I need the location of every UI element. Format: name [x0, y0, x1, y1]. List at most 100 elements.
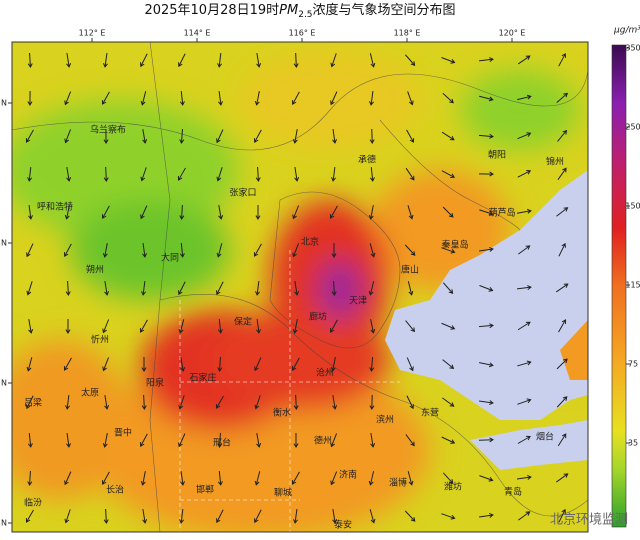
wind-arrow — [292, 319, 298, 334]
title-rest: 浓度与气象场空间分布图 — [313, 2, 456, 18]
wind-arrow — [517, 132, 532, 140]
city-label: 唐山 — [401, 264, 419, 276]
wind-arrow — [331, 242, 337, 258]
lat-tick-label: N — [1, 239, 7, 248]
colorbar-tick-label: 35 — [628, 439, 638, 448]
wind-arrow — [218, 90, 223, 106]
wind-arrow — [517, 321, 531, 331]
wind-arrow — [27, 52, 33, 68]
city-label: 天津 — [349, 296, 367, 307]
wind-arrow — [557, 433, 567, 447]
city-label: 东营 — [421, 407, 439, 419]
lat-tick-label: N — [1, 519, 7, 528]
city-label: 保定 — [234, 316, 252, 328]
wind-arrow — [479, 285, 494, 292]
wind-arrow — [442, 206, 454, 218]
wind-arrow — [215, 395, 224, 409]
wind-arrow — [479, 512, 494, 518]
wind-arrow — [329, 319, 338, 334]
city-label: 朔州 — [86, 264, 104, 276]
wind-arrow — [217, 470, 223, 486]
wind-arrow — [556, 207, 569, 217]
lat-tick-label: N — [1, 99, 7, 108]
colorbar-tick-label: 150 — [625, 202, 640, 211]
wind-arrow — [217, 52, 223, 68]
wind-arrow — [478, 171, 494, 177]
wind-arrow — [64, 471, 72, 486]
wind-arrow — [478, 133, 494, 139]
colorbar-tick-label: 115 — [625, 281, 640, 290]
city-label: 邢台 — [213, 437, 231, 449]
wind-arrow — [441, 436, 456, 444]
wind-arrow — [442, 282, 454, 294]
wind-arrow — [291, 91, 300, 105]
wind-arrow — [478, 57, 494, 63]
wind-arrow — [331, 280, 337, 296]
wind-arrow — [178, 281, 186, 296]
wind-arrow — [140, 53, 148, 68]
wind-arrow — [517, 208, 532, 214]
city-label: 太原 — [81, 387, 99, 399]
wind-arrow — [404, 510, 416, 522]
wind-arrow — [254, 395, 261, 410]
wind-arrow — [254, 91, 260, 106]
city-label: 北京 — [301, 236, 319, 248]
sea — [470, 420, 588, 470]
wind-arrow — [255, 166, 261, 182]
wind-arrow — [294, 281, 300, 296]
wind-arrow — [294, 167, 300, 182]
wind-arrow — [216, 129, 224, 144]
wind-arrow — [140, 471, 146, 486]
city-label: 承德 — [358, 154, 376, 166]
wind-arrow — [517, 398, 532, 405]
city-label: 晋中 — [114, 427, 132, 439]
wind-arrow — [293, 394, 299, 410]
wind-arrow — [407, 91, 414, 106]
wind-arrow — [479, 209, 494, 216]
wind-arrow — [140, 205, 148, 220]
wind-arrow — [369, 128, 375, 144]
city-label: 长治 — [106, 484, 124, 496]
wind-arrow — [25, 509, 34, 523]
title-subscript: 2.5 — [298, 10, 312, 20]
wind-arrow — [405, 167, 415, 181]
lon-tick-label: 120° E — [499, 29, 526, 38]
wind-arrow — [179, 204, 185, 220]
wind-arrow — [331, 166, 336, 182]
wind-arrow — [518, 245, 531, 255]
wind-arrow — [479, 95, 494, 102]
lat-tick-label: N — [1, 379, 7, 388]
wind-arrow — [329, 205, 338, 219]
wind-arrow — [63, 357, 72, 371]
wind-arrow — [254, 471, 261, 486]
wind-arrow — [441, 322, 456, 330]
map-frame — [11, 41, 589, 533]
wind-arrow — [180, 470, 185, 486]
city-label: 济南 — [339, 469, 357, 481]
city-label: 张家口 — [229, 187, 256, 199]
wind-arrow — [442, 92, 454, 104]
wind-arrow — [28, 204, 33, 220]
wind-arrow — [407, 281, 414, 296]
wind-arrow — [293, 432, 299, 448]
wind-arrow — [369, 90, 374, 106]
wind-arrow — [518, 511, 531, 521]
wind-arrow — [517, 94, 532, 101]
wind-arrow — [330, 471, 338, 486]
wind-arrow — [101, 91, 110, 105]
wind-arrow — [556, 473, 569, 483]
wind-arrow — [368, 471, 375, 486]
wind-arrow — [332, 395, 338, 410]
wind-arrow — [101, 205, 110, 219]
wind-arrow — [293, 508, 298, 524]
wind-arrow — [142, 509, 148, 524]
wind-arrow — [442, 359, 455, 370]
title-species: PM — [279, 3, 298, 18]
wind-arrow — [332, 509, 338, 524]
wind-arrow — [142, 129, 148, 144]
wind-arrow — [557, 167, 567, 181]
wind-arrow — [101, 471, 110, 485]
wind-arrow — [217, 318, 223, 334]
